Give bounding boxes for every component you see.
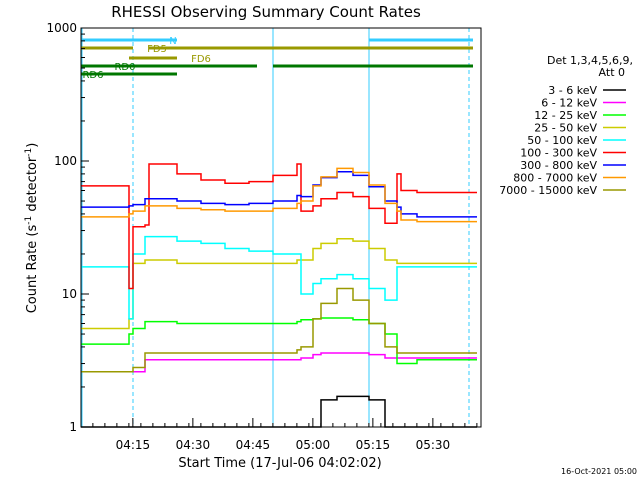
- y-axis: 1 10 100 1000: [46, 21, 89, 434]
- legend-label-5: 100 - 300 keV: [520, 147, 597, 160]
- series-line-5: [81, 163, 477, 290]
- legend-label-7: 800 - 7000 keV: [513, 172, 597, 185]
- x-tick-label: 04:45: [236, 438, 271, 452]
- series-line-3: [81, 238, 477, 330]
- x-tick-label: 05:30: [416, 438, 451, 452]
- series-line-6: [81, 171, 477, 218]
- legend-label-3: 25 - 50 keV: [534, 122, 597, 135]
- legend-label-0: 3 - 6 keV: [548, 84, 597, 97]
- timestamp: 16-Oct-2021 05:00: [561, 467, 637, 476]
- x-tick-label: 04:15: [116, 438, 151, 452]
- x-tick-label: 05:15: [356, 438, 391, 452]
- series-line-7: [81, 167, 477, 223]
- y-tick-label: 1: [69, 420, 77, 434]
- x-axis-label: Start Time (17-Jul-06 04:02:02): [178, 456, 381, 471]
- chart-title: RHESSI Observing Summary Count Rates: [111, 3, 421, 21]
- y-axis-label: Count Rate (s-1 detector-1): [24, 143, 40, 314]
- legend-label-1: 6 - 12 keV: [541, 97, 597, 110]
- legend-label-2: 12 - 25 keV: [534, 109, 597, 122]
- state-bar-label-rd6: RD6: [82, 70, 103, 81]
- series-layer: [81, 163, 477, 428]
- state-bar-label-fd5: FD5: [147, 44, 167, 55]
- legend-label-4: 50 - 100 keV: [527, 134, 597, 147]
- y-tick-label: 100: [54, 154, 77, 168]
- plot-frame: [80, 27, 482, 428]
- state-bar-label-rd0: RD0: [114, 62, 135, 73]
- x-tick-label: 05:00: [296, 438, 331, 452]
- state-bar-label-n: N: [169, 36, 176, 47]
- legend-title-attenuator: Att 0: [599, 66, 625, 79]
- state-bar-label-fd6: FD6: [191, 54, 211, 65]
- x-tick-label: 04:30: [176, 438, 211, 452]
- y-tick-label: 10: [62, 287, 77, 301]
- y-tick-label: 1000: [46, 21, 77, 35]
- legend-label-8: 7000 - 15000 keV: [499, 184, 597, 197]
- legend-label-6: 300 - 800 keV: [520, 159, 597, 172]
- legend-title-detectors: Det 1,3,4,5,6,9,: [547, 54, 633, 67]
- x-axis: 04:15 04:30 04:45 05:00 05:15 05:30: [92, 418, 478, 452]
- series-line-8: [81, 287, 477, 373]
- series-line-4: [81, 235, 477, 320]
